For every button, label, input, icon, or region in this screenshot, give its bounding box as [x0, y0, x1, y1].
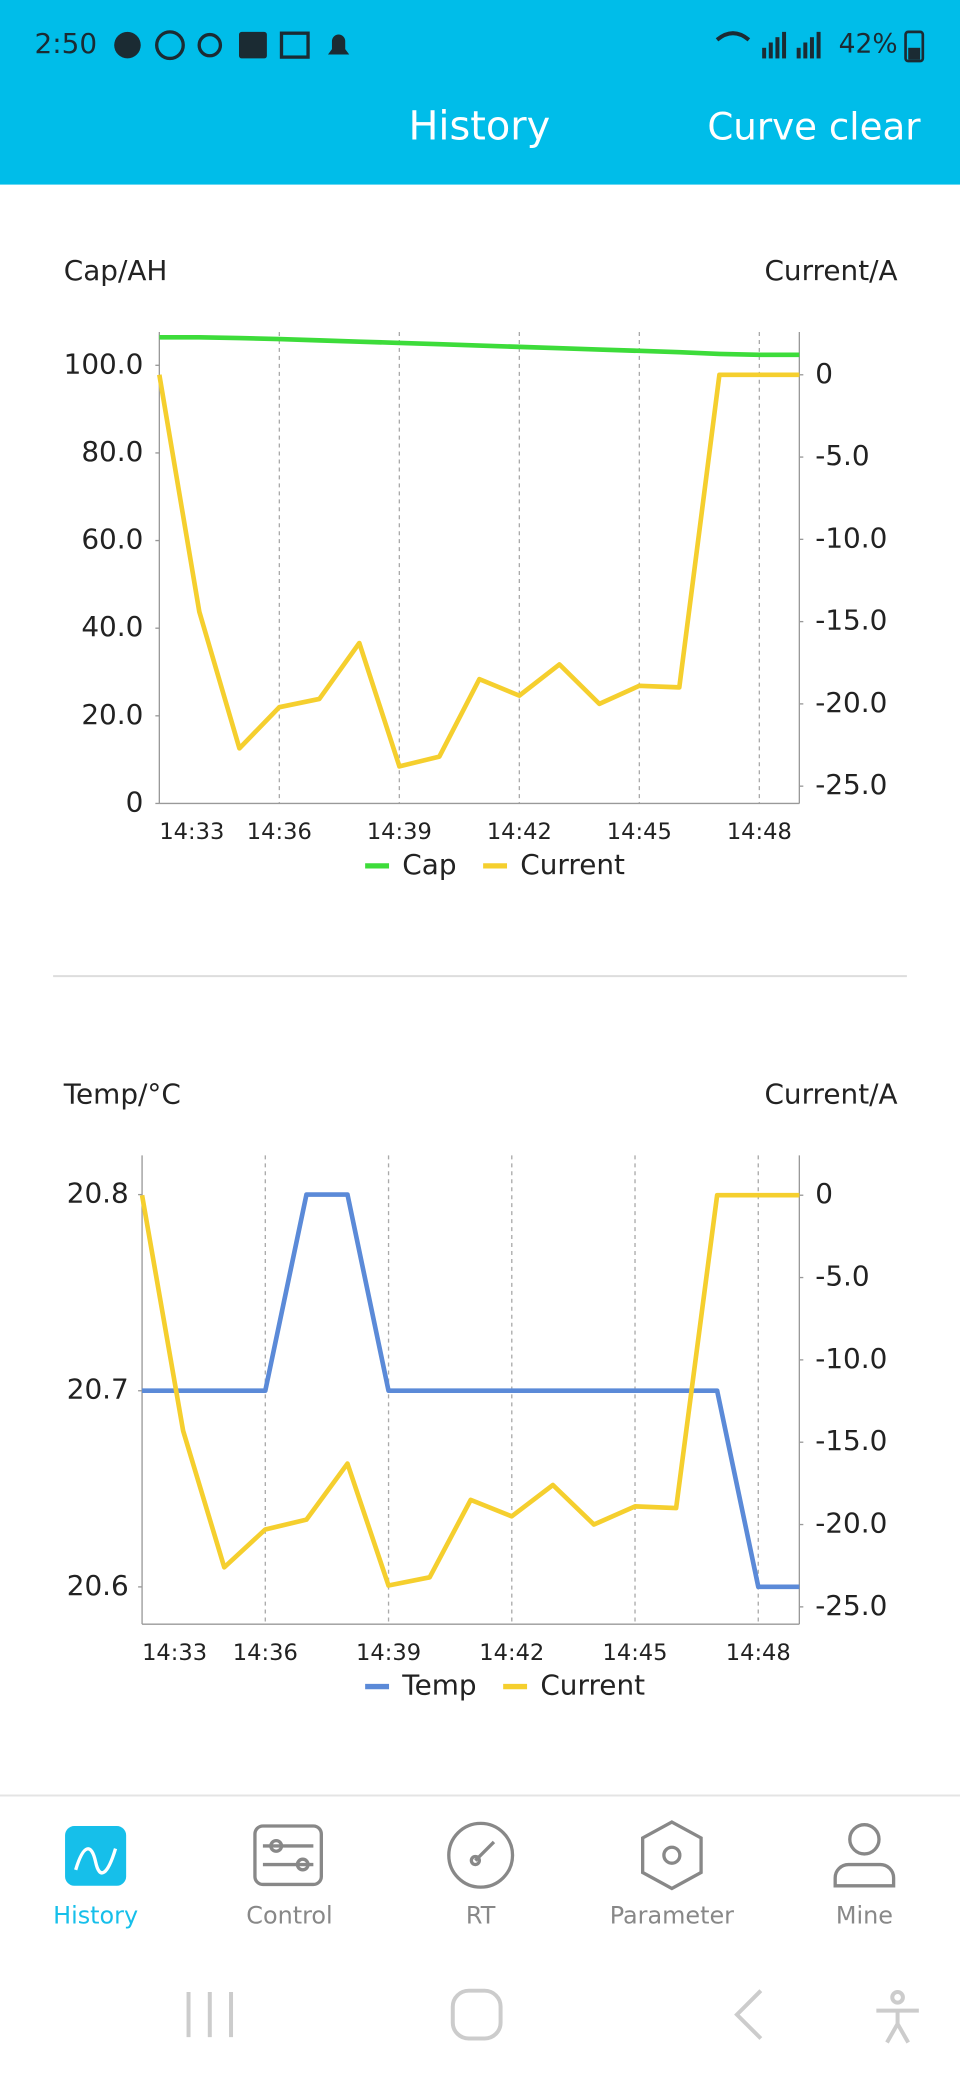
x-tick-label: 14:42 — [479, 1640, 544, 1666]
series-line — [142, 1192, 800, 1590]
status-battery: 42% — [839, 29, 898, 60]
y2-axis-label: Current/A — [764, 254, 897, 287]
nav-icons — [65, 1820, 896, 1891]
y-tick-label: 100.0 — [64, 347, 144, 380]
legend-label: Temp — [401, 1669, 476, 1702]
y2-tick-label: -5.0 — [815, 1260, 869, 1293]
status-time: 2:50 — [35, 27, 98, 60]
x-tick-label: 14:39 — [367, 819, 432, 845]
y2-tick-label: -25.0 — [815, 768, 887, 801]
nav-item[interactable]: Parameter — [610, 1901, 734, 1929]
y-tick-label: 20.6 — [67, 1569, 129, 1602]
x-tick-label: 14:33 — [159, 819, 224, 845]
y2-tick-label: -5.0 — [815, 439, 869, 472]
nav-item[interactable]: Mine — [836, 1901, 893, 1929]
x-tick-label: 14:36 — [247, 819, 312, 845]
system-nav — [186, 1988, 919, 2044]
series-line — [157, 372, 800, 769]
y-tick-label: 60.0 — [81, 523, 143, 556]
curve-clear-button[interactable]: Curve clear — [707, 104, 921, 148]
y-axis-label: Cap/AH — [64, 254, 168, 287]
x-tick-label: 14:36 — [233, 1640, 298, 1666]
x-tick-label: 14:48 — [727, 819, 792, 845]
x-tick-label: 14:48 — [726, 1640, 791, 1666]
y-tick-label: 80.0 — [81, 435, 143, 468]
y-tick-label: 20.7 — [67, 1373, 129, 1406]
y2-tick-label: 0 — [815, 357, 833, 390]
legend-label: Current — [520, 848, 625, 881]
nav-item[interactable]: History — [53, 1901, 138, 1929]
y-tick-label: 40.0 — [81, 610, 143, 643]
y2-axis-label: Current/A — [764, 1078, 897, 1111]
y2-tick-label: -10.0 — [815, 1342, 887, 1375]
app-bar — [0, 0, 960, 185]
legend-label: Cap — [402, 848, 456, 881]
x-tick-label: 14:42 — [487, 819, 552, 845]
series-line — [139, 1192, 800, 1588]
y2-tick-label: -15.0 — [815, 604, 887, 637]
y2-tick-label: -20.0 — [815, 1507, 887, 1540]
y-tick-label: 20.8 — [67, 1177, 129, 1210]
y-tick-label: 0 — [126, 785, 144, 818]
y2-tick-label: -15.0 — [815, 1424, 887, 1457]
legend-label: Current — [540, 1669, 645, 1702]
x-tick-label: 14:33 — [142, 1640, 207, 1666]
x-tick-label: 14:39 — [356, 1640, 421, 1666]
y-tick-label: 20.0 — [81, 698, 143, 731]
status-icons — [114, 30, 925, 63]
series-line — [159, 334, 800, 358]
y2-tick-label: -25.0 — [815, 1589, 887, 1622]
y2-tick-label: -10.0 — [815, 521, 887, 554]
header-title: History — [408, 103, 550, 149]
nav-item[interactable]: Control — [246, 1901, 332, 1929]
y2-tick-label: 0 — [815, 1177, 833, 1210]
x-tick-label: 14:45 — [603, 1640, 668, 1666]
y-axis-label: Temp/°C — [63, 1078, 181, 1111]
y2-tick-label: -20.0 — [815, 686, 887, 719]
x-tick-label: 14:45 — [607, 819, 672, 845]
nav-item[interactable]: RT — [466, 1901, 496, 1929]
